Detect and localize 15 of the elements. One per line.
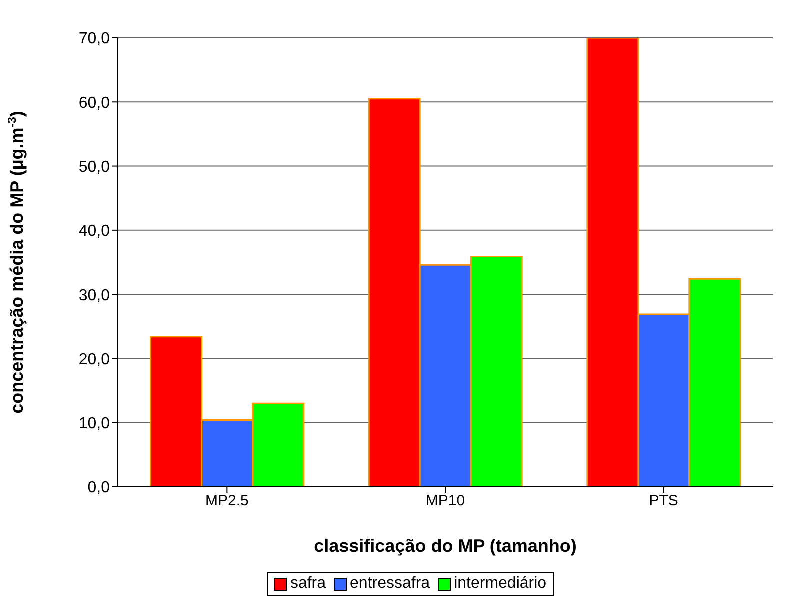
y-tick-label: 0,0 [88,480,110,497]
y-tick-label: 10,0 [78,416,110,433]
legend-label: entressafra [349,575,430,593]
legend-label: safra [289,575,326,593]
x-tick-label: MP2.5 [205,492,249,510]
x-tick-label: MP10 [426,492,466,510]
y-tick-label: 60,0 [78,94,110,112]
y-tick-label: 50,0 [78,158,110,176]
y-tick-label: 30,0 [78,287,110,304]
legend-label: intermediário [453,575,547,593]
x-axis-title: classificação do MP (tamanho) [314,536,577,556]
y-tick-label: 20,0 [78,351,110,368]
x-tick-label: PTS [649,492,678,510]
y-tick-label: 70,0 [78,30,110,48]
y-tick-label: 40,0 [78,223,110,240]
